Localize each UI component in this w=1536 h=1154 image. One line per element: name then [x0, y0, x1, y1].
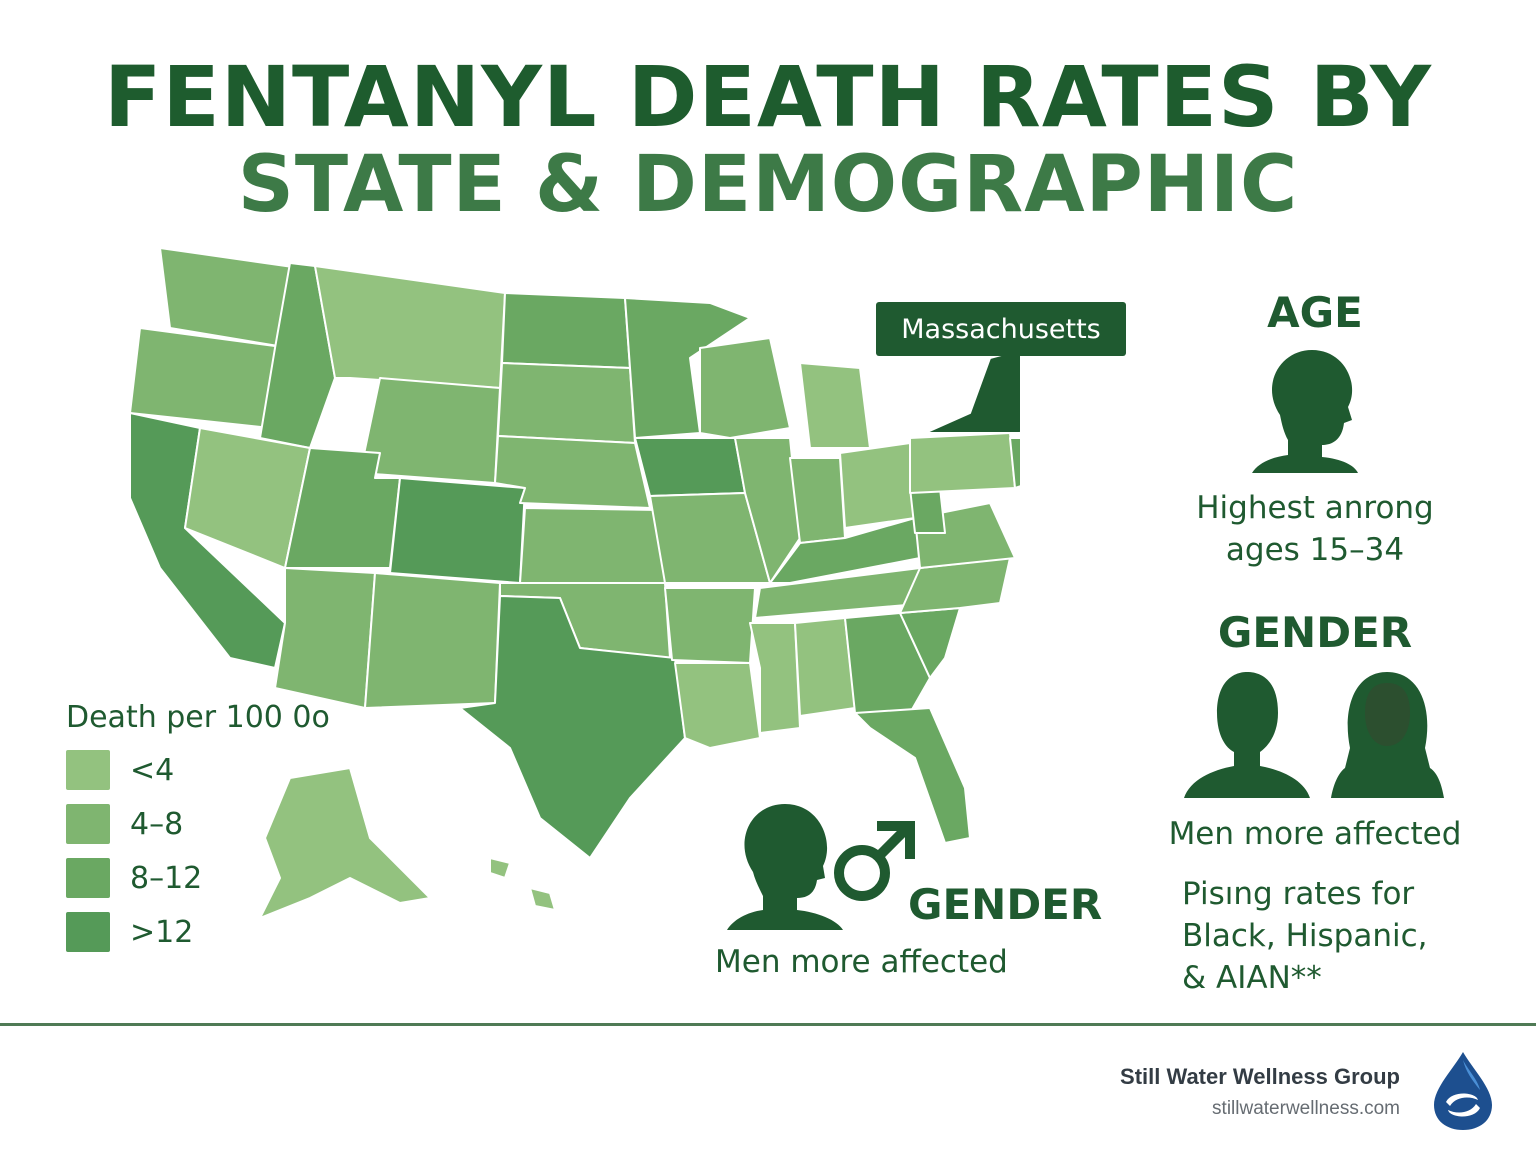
massachusetts-callout: Massachusetts — [876, 302, 1126, 356]
state-texas — [459, 595, 686, 859]
legend-label: >12 — [130, 914, 194, 950]
state-mississippi — [749, 622, 801, 734]
legend-label: 4–8 — [130, 806, 184, 842]
gender-right-text: Men more affected — [1168, 816, 1462, 852]
footer-url: stillwaterwellness.com — [1212, 1098, 1400, 1119]
age-text-1: Highest anrong — [1196, 490, 1434, 526]
state-north-dakota — [501, 292, 631, 369]
state-nebraska — [494, 435, 651, 509]
state-alaska — [259, 767, 431, 919]
female-head-icon — [1331, 672, 1444, 798]
legend-item: 4–8 — [66, 804, 183, 844]
age-heading: AGE — [1267, 288, 1363, 337]
title-line-1: FENTANYL DEATH RATES BY — [103, 48, 1433, 146]
state-wisconsin — [699, 337, 791, 439]
state-west-virginia — [909, 487, 946, 534]
state-indiana — [789, 457, 846, 544]
state-south-dakota — [497, 362, 636, 444]
state-north-carolina — [899, 557, 1011, 614]
title-line-2: STATE & DEMOGRAPHIC — [237, 140, 1299, 230]
state-wyoming — [359, 377, 501, 484]
male-head-icon — [1252, 350, 1358, 473]
state-illinois — [734, 437, 801, 584]
us-choropleth-map — [129, 247, 1020, 919]
legend-label: 8–12 — [130, 860, 203, 896]
state-new-jersey — [1009, 437, 1020, 489]
legend-label: <4 — [130, 752, 175, 788]
state-montana — [314, 265, 506, 389]
gender-heading-center: GENDER — [908, 880, 1103, 929]
legend-title: Death per 100 0o — [66, 700, 330, 735]
state-florida — [854, 707, 971, 844]
legend-item: 8–12 — [66, 858, 202, 898]
state-georgia — [844, 612, 931, 714]
gender-center-text: Men more affected — [715, 944, 1008, 980]
state-ohio — [839, 442, 916, 529]
legend-swatch — [66, 750, 110, 790]
state-arizona — [274, 567, 376, 709]
race-text-3: & AIAN** — [1182, 960, 1322, 996]
state-hawaii — [489, 857, 556, 911]
male-head-icon — [1184, 672, 1310, 798]
male-symbol-icon — [834, 821, 915, 901]
state-louisiana — [674, 662, 761, 749]
age-text-2: ages 15–34 — [1225, 532, 1405, 568]
state-iowa — [634, 437, 746, 497]
footer-organization: Still Water Wellness Group — [1120, 1064, 1400, 1089]
footer-divider — [0, 1023, 1536, 1026]
state-pennsylvania — [909, 432, 1016, 494]
legend-swatch — [66, 858, 110, 898]
male-head-icon — [727, 804, 843, 930]
legend-item: <4 — [66, 750, 174, 790]
legend-swatch — [66, 804, 110, 844]
legend-item: >12 — [66, 912, 193, 952]
state-kansas — [519, 507, 666, 584]
water-drop-logo-icon — [1434, 1052, 1492, 1130]
state-arkansas — [664, 587, 756, 664]
gender-heading-right: GENDER — [1217, 608, 1413, 657]
legend-swatch — [66, 912, 110, 952]
state-new-mexico — [364, 572, 501, 709]
state-new-york — [924, 349, 1020, 434]
race-text-2: Black, Hispanic, — [1182, 918, 1428, 954]
state-michigan — [799, 362, 871, 449]
state-colorado — [389, 477, 526, 584]
race-text-1: Pisıng rates for — [1182, 876, 1415, 912]
